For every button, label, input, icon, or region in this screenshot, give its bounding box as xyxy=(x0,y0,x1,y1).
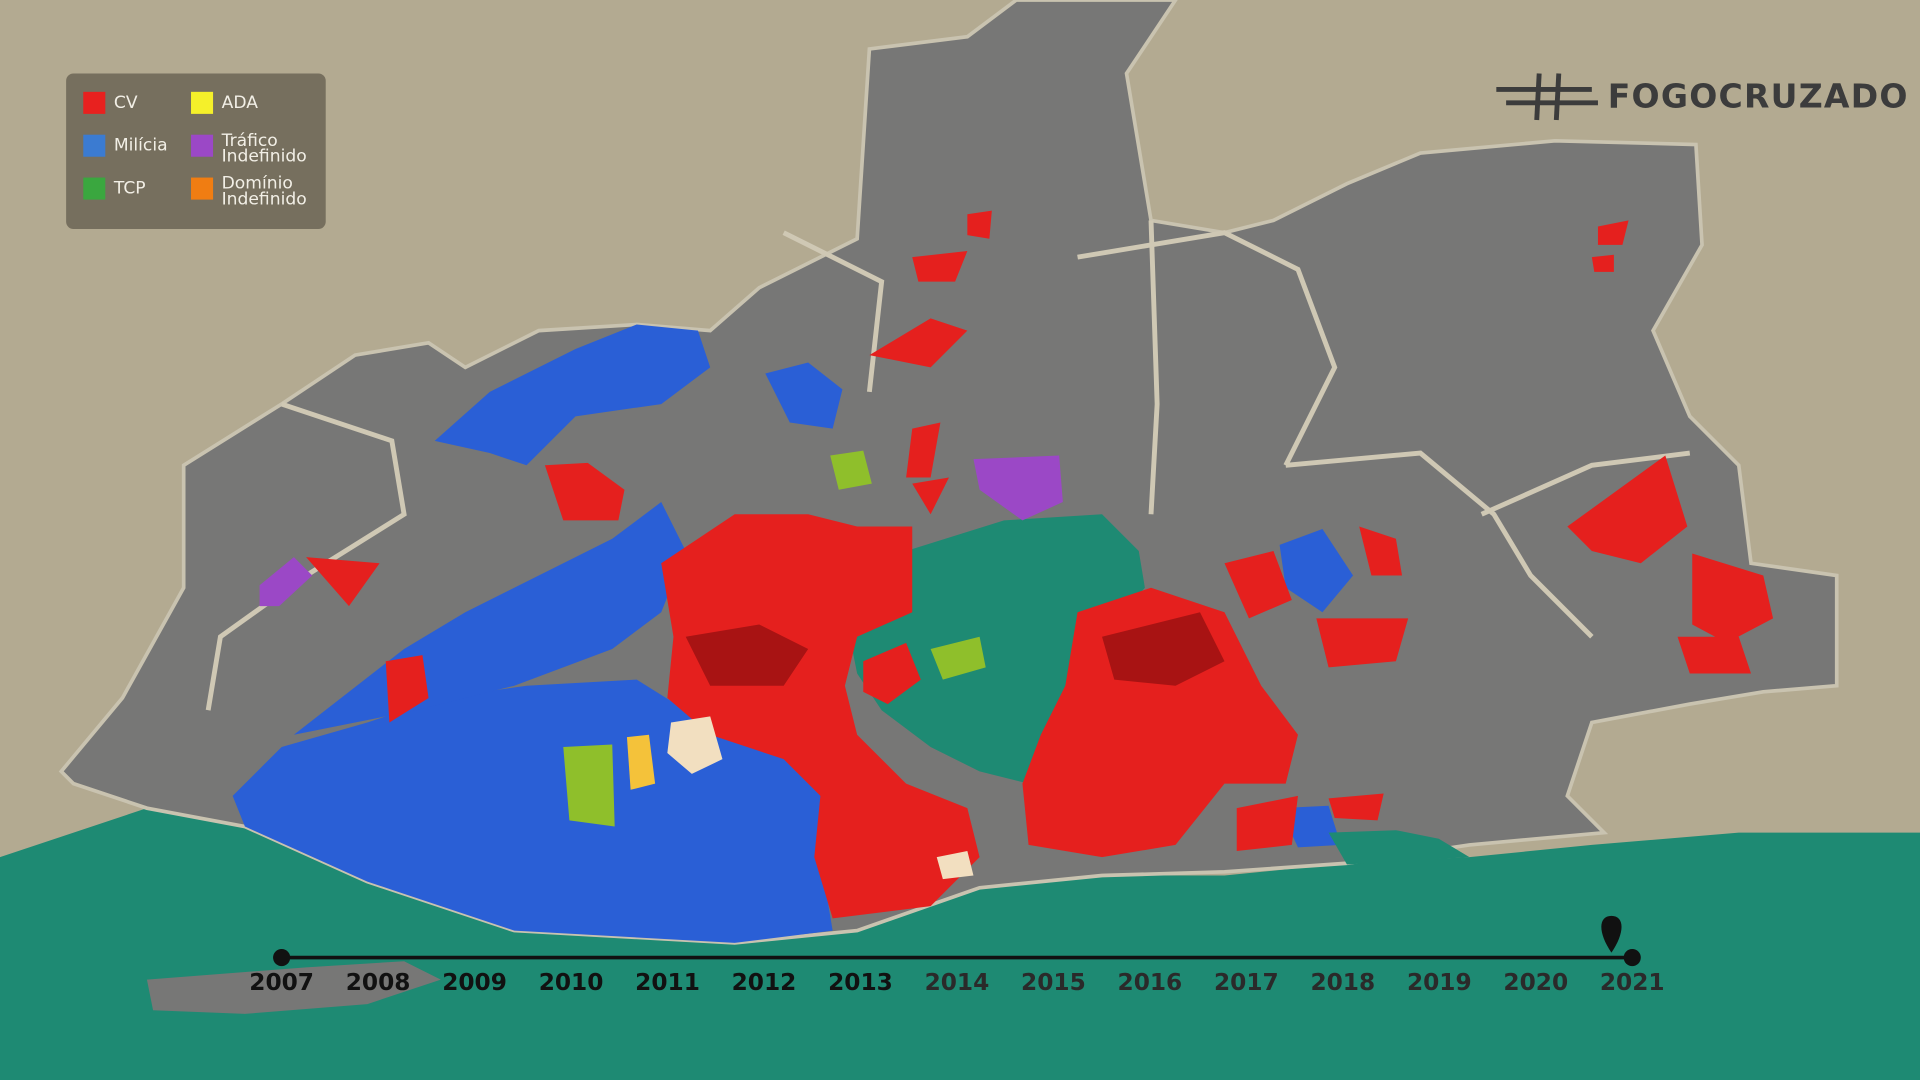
island xyxy=(146,961,441,1014)
timeline-year[interactable]: 2010 xyxy=(539,969,604,996)
logo: FOGOCRUZADO xyxy=(1496,73,1909,121)
region-borders xyxy=(205,220,1691,711)
timeline-year[interactable]: 2008 xyxy=(346,969,411,996)
milicia-zone xyxy=(434,324,711,466)
timeline-year[interactable]: 2018 xyxy=(1310,969,1375,996)
timeline-start xyxy=(273,948,291,967)
legend-swatch xyxy=(191,177,214,200)
timeline-year[interactable]: 2019 xyxy=(1407,969,1472,996)
legend-swatch xyxy=(83,91,106,114)
timeline-year[interactable]: 2009 xyxy=(442,969,507,996)
legend-label: Milícia xyxy=(114,136,168,156)
timeline-year[interactable]: 2011 xyxy=(635,969,700,996)
legend-label: Indefinido xyxy=(222,147,307,167)
trafico-zone xyxy=(259,557,313,607)
legend-swatch xyxy=(83,177,106,200)
timeline-year[interactable]: 2020 xyxy=(1503,969,1568,996)
neutral-zone xyxy=(667,716,974,880)
timeline-year[interactable]: 2014 xyxy=(925,969,990,996)
cv-core xyxy=(685,612,1225,686)
timeline-end xyxy=(1623,948,1641,967)
legend-label: CV xyxy=(114,93,138,113)
trafico-zone xyxy=(973,455,1063,521)
milicia-zone xyxy=(765,362,843,429)
logo-icon xyxy=(1496,73,1598,121)
legend-label: Indefinido xyxy=(222,190,307,210)
legend-swatch xyxy=(191,91,214,114)
timeline-year[interactable]: 2015 xyxy=(1021,969,1086,996)
legend-label: Tráfico xyxy=(221,131,278,151)
timeline-year[interactable]: 2021 xyxy=(1600,969,1665,996)
ada-zone xyxy=(626,734,656,790)
timeline-year[interactable]: 2016 xyxy=(1118,969,1183,996)
cv-zones xyxy=(306,210,1774,919)
timeline-year[interactable]: 2007 xyxy=(249,969,314,996)
lagoon xyxy=(1328,830,1470,865)
timeline: 2007 2008 2009 2010 2011 2012 2013 2014 2015 2016… xyxy=(249,915,1665,996)
sea xyxy=(0,808,1920,1080)
logo-text: FOGOCRUZADO xyxy=(1608,76,1909,115)
legend-swatch xyxy=(83,134,106,157)
guanabara-bay xyxy=(844,514,1145,784)
tcp-zone xyxy=(563,450,986,827)
legend-label: ADA xyxy=(222,93,259,113)
timeline-year[interactable]: 2012 xyxy=(732,969,797,996)
timeline-pin[interactable] xyxy=(1601,915,1622,953)
timeline-year[interactable]: 2017 xyxy=(1214,969,1279,996)
timeline-year[interactable]: 2013 xyxy=(828,969,893,996)
legend-swatch xyxy=(191,134,214,157)
legend-label: TCP xyxy=(113,179,146,199)
legend-label: Domínio xyxy=(222,174,293,194)
